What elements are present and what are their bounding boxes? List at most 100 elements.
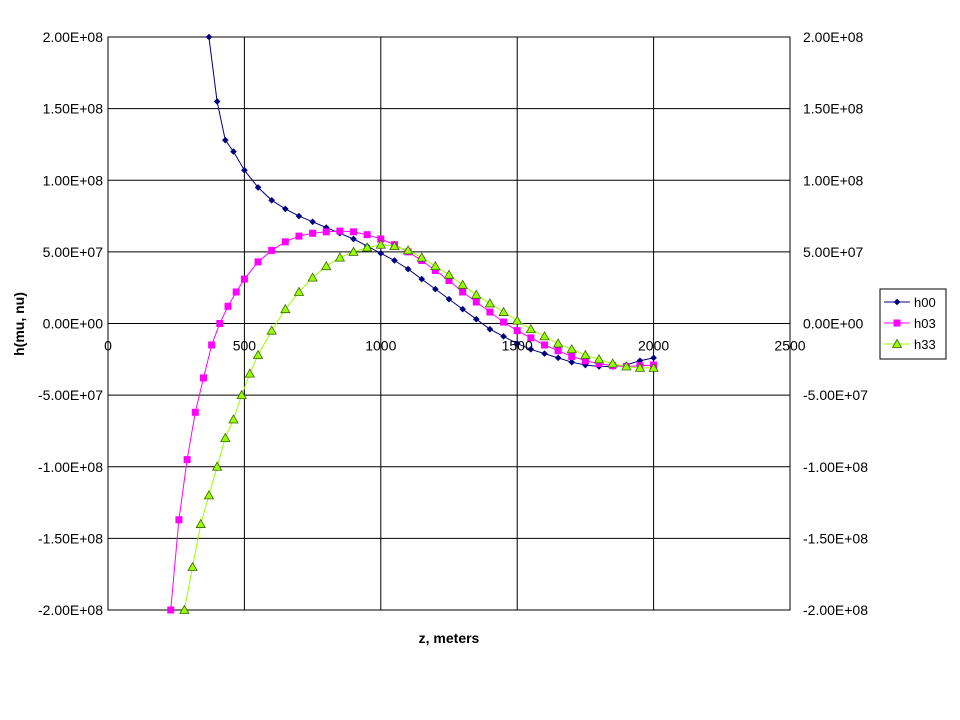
series-h33 — [179, 239, 659, 614]
h00-data-point — [282, 205, 289, 213]
h33-data-point — [236, 389, 247, 400]
legend: h00 h03 h33 — [879, 288, 947, 360]
h33-data-point — [457, 279, 468, 289]
h03-data-point — [431, 266, 439, 274]
h33-data-point — [430, 260, 441, 271]
h33-data-point — [375, 239, 386, 249]
h00-data-point — [541, 350, 548, 357]
h33-data-point — [187, 561, 198, 571]
y-tick-label-right: 1.00E+08 — [803, 172, 864, 188]
h00-data-point — [568, 358, 576, 366]
y-tick-label-left: 0.00E+00 — [43, 316, 104, 332]
h33-data-point — [389, 240, 400, 251]
h00-data-point — [350, 235, 357, 243]
h03-data-point — [224, 302, 232, 310]
h00-data-point — [554, 354, 562, 362]
x-tick-label: 2500 — [774, 338, 805, 354]
series-lines — [167, 33, 659, 614]
h33-data-point — [321, 260, 332, 271]
h33-data-point — [334, 252, 346, 262]
h03-data-point — [540, 341, 548, 349]
y-tick-label-left: 2.00E+08 — [43, 29, 104, 45]
h33-data-point — [498, 306, 509, 316]
h00-data-point — [472, 315, 480, 323]
h33-data-point — [179, 604, 190, 614]
h33-data-point — [580, 349, 591, 359]
h03-line — [170, 230, 654, 611]
h33-data-point — [525, 323, 537, 334]
h03-data-point — [309, 229, 317, 237]
h03-data-point — [472, 298, 480, 306]
h33-data-point — [621, 361, 632, 371]
h33-data-point — [443, 269, 455, 279]
y-tick-label-left: 5.00E+07 — [43, 244, 104, 260]
h00-data-point — [377, 250, 385, 257]
y-tick-label-right: -5.00E+07 — [803, 387, 868, 403]
h33-line — [183, 244, 654, 611]
legend-box — [879, 288, 947, 360]
h03-data-point — [568, 352, 576, 360]
h03-data-point — [363, 231, 371, 239]
h33-data-point — [348, 246, 359, 256]
h00-data-point — [268, 196, 275, 204]
h33-data-point — [280, 303, 291, 314]
x-tick-label: 500 — [233, 338, 257, 354]
h03-data-point — [208, 341, 216, 349]
h00-data-point — [404, 265, 412, 273]
h00-data-point — [418, 275, 426, 283]
h03-data-point — [893, 319, 901, 327]
h00-data-point — [213, 98, 221, 105]
h33-data-point — [648, 362, 659, 372]
tick-labels: 2.00E+08 2.00E+08 1.50E+08 1.50E+08 1.00E+08… — [38, 29, 868, 618]
y-tick-label-right: 0.00E+00 — [803, 316, 864, 332]
h33-data-point — [266, 325, 277, 335]
h33-data-point — [307, 272, 318, 282]
h03-data-point — [595, 360, 603, 368]
h03-data-point — [216, 320, 224, 327]
h33-data-point — [203, 490, 215, 500]
h00-data-point — [527, 345, 535, 353]
h00-data-point — [391, 257, 398, 264]
h03-data-point — [295, 232, 303, 240]
y-tick-label-left: -2.00E+08 — [38, 602, 103, 618]
h03-data-point — [350, 228, 358, 236]
y-tick-label-right: -1.00E+08 — [803, 459, 868, 475]
h33-data-point — [416, 252, 427, 262]
x-tick-label: 1000 — [365, 338, 396, 354]
h33-data-point — [361, 242, 373, 252]
h03-data-point — [175, 516, 183, 524]
h33-data-point — [471, 289, 482, 299]
legend-label-h33: h33 — [914, 337, 936, 352]
h33-data-point — [220, 432, 231, 443]
h00-data-point — [500, 333, 507, 340]
h33-data-point — [484, 298, 496, 308]
h00-data-point — [459, 305, 466, 313]
h03-data-point — [459, 288, 467, 296]
y-tick-label-right: -1.50E+08 — [803, 530, 868, 546]
x-tick-label: 0 — [104, 338, 112, 354]
h00-data-point — [309, 218, 316, 226]
h03-data-point — [268, 246, 276, 254]
y-tick-label-left: -1.00E+08 — [38, 459, 103, 475]
y-tick-label-left: 1.00E+08 — [43, 172, 104, 188]
h33-data-point — [512, 315, 523, 325]
x-axis-title: z, meters — [419, 630, 480, 646]
y-tick-label-left: -5.00E+07 — [38, 387, 103, 403]
legend-label-h03: h03 — [914, 316, 936, 331]
grid-lines — [107, 36, 791, 611]
h03-data-point — [336, 227, 344, 235]
y-tick-label-right: 1.50E+08 — [803, 101, 864, 117]
h33-data-point — [228, 414, 239, 424]
h33-data-point — [244, 368, 256, 378]
series-h00 — [205, 33, 657, 370]
h00-data-point — [445, 295, 453, 303]
x-tick-label: 1500 — [502, 338, 533, 354]
h03-data-point — [191, 408, 199, 416]
h03-data-point — [167, 606, 175, 614]
h03-data-point — [486, 308, 494, 316]
h33-data-point — [566, 343, 577, 354]
h03-data-point — [500, 318, 508, 326]
h00-data-point — [893, 298, 901, 306]
h03-data-point — [322, 228, 330, 236]
